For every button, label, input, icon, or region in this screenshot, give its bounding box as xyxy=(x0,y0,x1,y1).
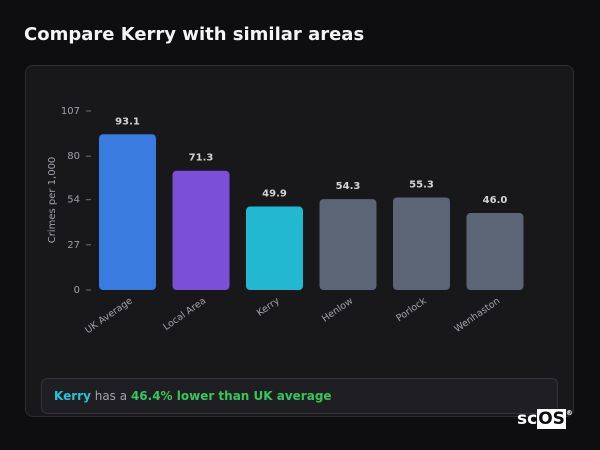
x-tick-label: UK Average xyxy=(83,295,135,336)
logo-prefix: sc xyxy=(517,409,538,429)
y-axis-title: Crimes per 1,000 xyxy=(47,157,58,244)
comparison-text: 46.4% lower than UK average xyxy=(130,389,332,403)
bar xyxy=(466,213,524,290)
value-label: 93.1 xyxy=(115,116,140,127)
value-label: 54.3 xyxy=(336,181,361,192)
area-name: Kerry xyxy=(54,389,91,403)
logo-boxed: OS xyxy=(537,409,566,429)
bar xyxy=(393,197,450,290)
bar xyxy=(246,206,303,290)
summary-box: Kerry has a 46.4% lower than UK average xyxy=(41,378,558,414)
value-label: 46.0 xyxy=(483,195,508,206)
x-tick-label: Local Area xyxy=(161,295,208,332)
x-tick-label: Kerry xyxy=(255,295,282,318)
y-tick-label: 54 xyxy=(67,195,80,206)
x-tick-label: Henlow xyxy=(320,295,355,324)
logo-mark: ® xyxy=(565,409,573,417)
y-tick-label: 0 xyxy=(74,285,80,296)
page-title: Compare Kerry with similar areas xyxy=(24,24,365,45)
x-tick-label: Porlock xyxy=(394,295,429,324)
y-tick-label: 80 xyxy=(67,151,80,162)
connector-text: has a xyxy=(94,389,128,403)
value-label: 71.3 xyxy=(189,153,214,164)
y-tick-label: 107 xyxy=(61,106,80,117)
y-tick-label: 27 xyxy=(67,240,80,251)
value-label: 55.3 xyxy=(409,179,434,190)
logo: scOS® xyxy=(517,409,573,429)
value-label: 49.9 xyxy=(262,189,287,200)
bar xyxy=(172,170,230,290)
x-tick-label: Wenhaston xyxy=(452,295,502,334)
bar xyxy=(319,199,377,290)
bar xyxy=(99,134,156,290)
